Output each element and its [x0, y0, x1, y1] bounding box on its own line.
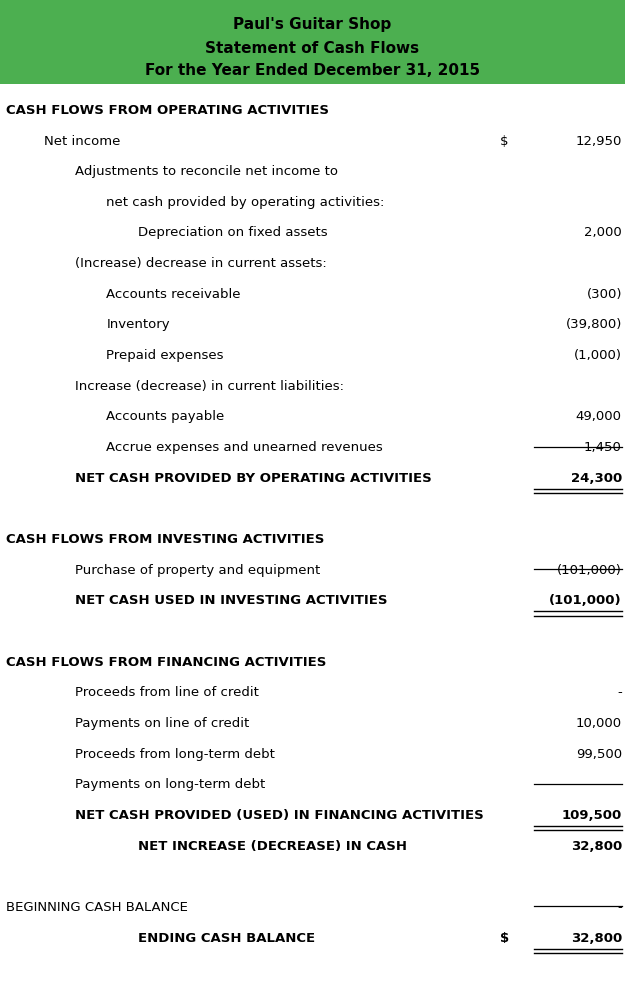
Text: Paul's Guitar Shop: Paul's Guitar Shop: [233, 17, 392, 32]
Text: For the Year Ended December 31, 2015: For the Year Ended December 31, 2015: [145, 63, 480, 78]
Text: Accounts payable: Accounts payable: [106, 410, 224, 423]
Text: (300): (300): [586, 288, 622, 301]
Text: Proceeds from long-term debt: Proceeds from long-term debt: [75, 748, 275, 761]
Text: NET CASH USED IN INVESTING ACTIVITIES: NET CASH USED IN INVESTING ACTIVITIES: [75, 594, 388, 607]
Text: CASH FLOWS FROM OPERATING ACTIVITIES: CASH FLOWS FROM OPERATING ACTIVITIES: [6, 104, 329, 117]
Text: (101,000): (101,000): [549, 594, 622, 607]
Text: 49,000: 49,000: [576, 410, 622, 423]
Text: Increase (decrease) in current liabilities:: Increase (decrease) in current liabiliti…: [75, 380, 344, 393]
Text: -: -: [617, 901, 622, 914]
Text: 2,000: 2,000: [584, 226, 622, 239]
Text: BEGINNING CASH BALANCE: BEGINNING CASH BALANCE: [6, 901, 188, 914]
Text: (Increase) decrease in current assets:: (Increase) decrease in current assets:: [75, 257, 327, 270]
Text: 24,300: 24,300: [571, 472, 622, 485]
FancyBboxPatch shape: [0, 0, 625, 84]
Text: ENDING CASH BALANCE: ENDING CASH BALANCE: [138, 932, 314, 944]
Text: $: $: [500, 932, 509, 944]
Text: 12,950: 12,950: [576, 135, 622, 147]
Text: Adjustments to reconcile net income to: Adjustments to reconcile net income to: [75, 165, 338, 178]
Text: -: -: [617, 686, 622, 699]
Text: (39,800): (39,800): [566, 318, 622, 331]
Text: Payments on line of credit: Payments on line of credit: [75, 717, 249, 730]
Text: 32,800: 32,800: [571, 840, 622, 853]
Text: 109,500: 109,500: [562, 809, 622, 822]
Text: 10,000: 10,000: [576, 717, 622, 730]
Text: Proceeds from line of credit: Proceeds from line of credit: [75, 686, 259, 699]
Text: Statement of Cash Flows: Statement of Cash Flows: [206, 41, 419, 55]
Text: Prepaid expenses: Prepaid expenses: [106, 349, 224, 362]
Text: Net income: Net income: [44, 135, 120, 147]
Text: NET CASH PROVIDED (USED) IN FINANCING ACTIVITIES: NET CASH PROVIDED (USED) IN FINANCING AC…: [75, 809, 484, 822]
Text: (101,000): (101,000): [557, 564, 622, 577]
Text: Inventory: Inventory: [106, 318, 170, 331]
Text: 32,800: 32,800: [571, 932, 622, 944]
Text: Accounts receivable: Accounts receivable: [106, 288, 241, 301]
Text: (1,000): (1,000): [574, 349, 622, 362]
Text: NET INCREASE (DECREASE) IN CASH: NET INCREASE (DECREASE) IN CASH: [138, 840, 406, 853]
Text: Accrue expenses and unearned revenues: Accrue expenses and unearned revenues: [106, 441, 383, 454]
Text: net cash provided by operating activities:: net cash provided by operating activitie…: [106, 196, 384, 209]
Text: -: -: [617, 778, 622, 791]
Text: Depreciation on fixed assets: Depreciation on fixed assets: [138, 226, 327, 239]
Text: Payments on long-term debt: Payments on long-term debt: [75, 778, 265, 791]
Text: CASH FLOWS FROM FINANCING ACTIVITIES: CASH FLOWS FROM FINANCING ACTIVITIES: [6, 656, 327, 669]
Text: $: $: [500, 135, 509, 147]
Text: NET CASH PROVIDED BY OPERATING ACTIVITIES: NET CASH PROVIDED BY OPERATING ACTIVITIE…: [75, 472, 432, 485]
Text: Purchase of property and equipment: Purchase of property and equipment: [75, 564, 320, 577]
Text: 99,500: 99,500: [576, 748, 622, 761]
Text: CASH FLOWS FROM INVESTING ACTIVITIES: CASH FLOWS FROM INVESTING ACTIVITIES: [6, 533, 324, 546]
Text: 1,450: 1,450: [584, 441, 622, 454]
